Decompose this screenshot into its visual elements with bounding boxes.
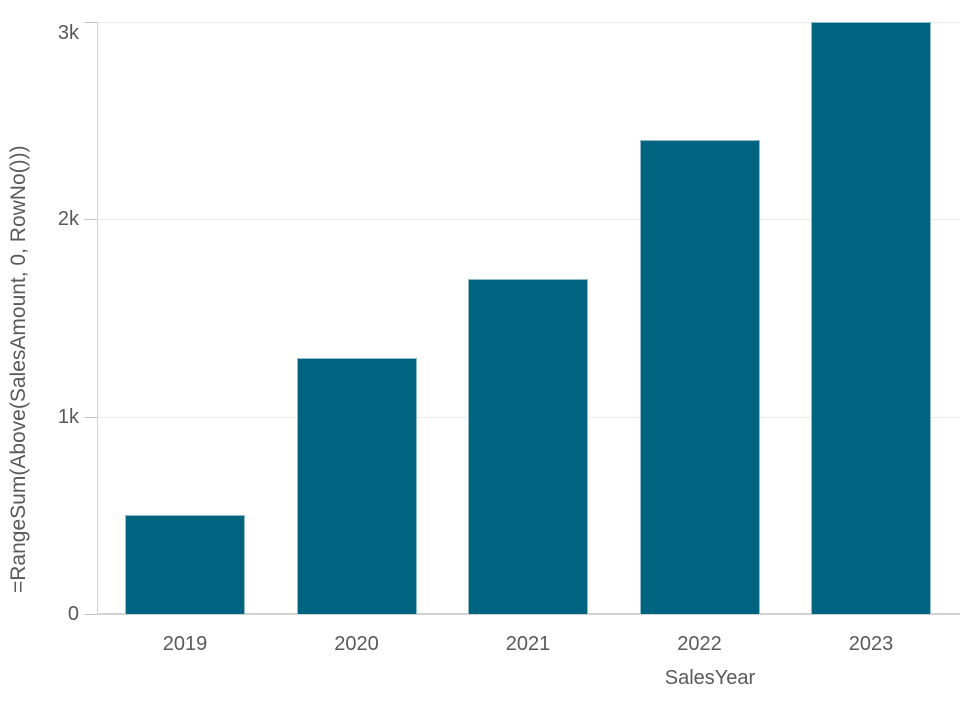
y-tick-label-2k: 2k: [57, 208, 79, 230]
y-tick-label-1k: 1k: [57, 406, 79, 428]
y-tick-label-3k: 3k: [57, 22, 79, 44]
bar-2021[interactable]: [468, 278, 588, 614]
x-category-label-2019: 2019: [162, 633, 208, 655]
bar-2022[interactable]: [639, 140, 760, 614]
bar-2020[interactable]: [296, 357, 417, 614]
y-tick-3k: [84, 22, 97, 23]
x-axis-title: SalesYear: [664, 667, 756, 689]
x-category-label-2023: 2023: [848, 633, 894, 655]
x-category-label-2022: 2022: [677, 633, 722, 655]
y-axis-line: [97, 22, 98, 615]
gridline-3k: [97, 22, 960, 23]
y-tick-1k: [84, 417, 97, 418]
y-tick-0: [84, 614, 97, 615]
bar-2019[interactable]: [125, 515, 245, 614]
gridline-2k: [97, 219, 960, 220]
bar-2023[interactable]: [811, 22, 931, 614]
x-axis-line: [97, 613, 960, 615]
x-category-label-2020: 2020: [334, 633, 379, 655]
y-tick-label-0: 0: [67, 603, 79, 625]
x-category-label-2021: 2021: [505, 633, 551, 655]
y-tick-2k: [84, 219, 97, 220]
